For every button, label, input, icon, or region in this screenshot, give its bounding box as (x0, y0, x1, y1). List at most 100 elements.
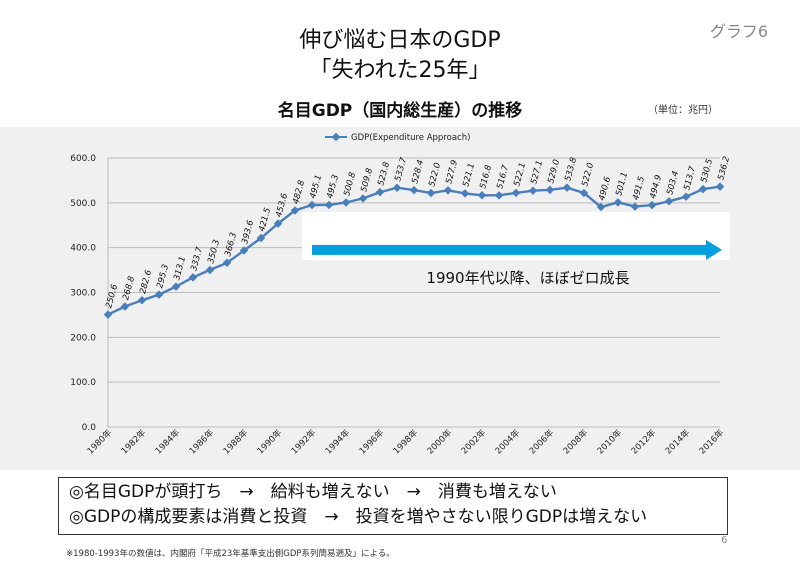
data-point (222, 258, 232, 268)
summary-box: ◎名目GDPが頭打ち → 給料も増えない → 消費も増えない ◎GDPの構成要素… (58, 477, 728, 535)
growth-annotation: 1990年代以降、ほぼゼロ成長 (312, 239, 722, 287)
data-point (545, 185, 555, 195)
x-tick-label: 1984年 (153, 427, 182, 456)
data-label: 522.0 (580, 162, 596, 188)
data-label: 350.3 (206, 239, 222, 265)
x-tick-label: 2014年 (663, 427, 692, 456)
page-title-line1: 伸び悩む日本のGDP (299, 28, 501, 53)
x-tick-label: 2008年 (561, 427, 590, 456)
y-tick-label: 400.0 (70, 244, 96, 254)
data-label: 516.8 (478, 163, 494, 190)
x-tick-label: 1992年 (289, 427, 318, 456)
x-tick-label: 1988年 (221, 427, 250, 456)
x-tick-label: 1990年 (255, 427, 284, 456)
data-point (392, 183, 402, 192)
data-point (426, 188, 436, 198)
data-label: 393.6 (240, 219, 256, 246)
y-tick-label: 200.0 (70, 333, 96, 343)
data-point (307, 200, 317, 210)
page-number: 6 (721, 535, 728, 546)
data-point (358, 194, 368, 203)
data-point (409, 185, 419, 195)
annotation-arrow-shaft (312, 244, 708, 255)
data-label: 522.0 (427, 162, 443, 188)
data-label: 503.4 (665, 170, 681, 196)
data-point (698, 184, 708, 194)
data-label: 366.3 (223, 231, 239, 257)
data-label: 495.1 (308, 174, 324, 200)
data-point (664, 197, 674, 206)
x-tick-label: 1982年 (119, 427, 148, 456)
data-point (460, 189, 470, 198)
x-tick-label: 2004年 (493, 427, 522, 456)
data-label: 500.8 (342, 171, 358, 198)
data-point (290, 206, 300, 215)
data-label: 536.2 (716, 155, 732, 181)
data-point (494, 191, 504, 200)
y-tick-label: 500.0 (70, 199, 96, 209)
data-label: 509.8 (359, 167, 375, 194)
data-point (613, 198, 623, 207)
chart-background (0, 127, 800, 470)
footnote: ※1980-1993年の数値は、内閣府「平成23年基準支出側GDP系列簡易遡及」… (66, 549, 395, 559)
data-label: 491.5 (631, 175, 647, 201)
data-label: 268.8 (121, 275, 137, 302)
data-label: 494.9 (648, 174, 664, 200)
chart-subtitle: 名目GDP（国内総生産）の推移 (277, 101, 523, 121)
data-label: 482.8 (291, 179, 307, 206)
data-label: 530.5 (699, 158, 715, 184)
data-point (341, 198, 351, 207)
data-point (188, 273, 198, 282)
x-axis: 1980年 1982年 1984年 1986年 1988年 1990年 1992年 1994年… (85, 427, 726, 456)
data-label: 522.1 (512, 162, 528, 188)
y-tick-label: 0.0 (82, 423, 97, 433)
data-label: 533.7 (393, 156, 409, 183)
data-point (273, 219, 283, 228)
data-label: 513.7 (682, 165, 698, 192)
x-tick-label: 2006年 (527, 427, 556, 456)
data-point (630, 202, 640, 211)
data-point (239, 246, 249, 255)
data-point (511, 188, 521, 198)
data-label: 250.6 (104, 283, 120, 310)
data-point (443, 186, 453, 195)
gdp-line-chart: 0.0 100.0 200.0 300.0 400.0 500.0 600.0 1980年 1… (70, 132, 732, 456)
data-label: 533.8 (563, 156, 579, 183)
summary-line-2: ◎GDPの構成要素は消費と投資 → 投資を増やさない限りGDPは増えない (69, 507, 648, 527)
data-label: 523.8 (376, 160, 392, 187)
legend-marker (331, 132, 341, 142)
data-label: 295.3 (155, 263, 171, 289)
annotation-arrow-head (706, 239, 722, 260)
data-label: 516.7 (495, 163, 511, 190)
data-point (256, 233, 266, 243)
data-point (375, 187, 385, 197)
x-tick-label: 2000年 (425, 427, 454, 456)
unit-label: （単位：兆円） (648, 105, 718, 116)
y-tick-label: 100.0 (70, 378, 96, 388)
data-label: 333.7 (189, 246, 205, 273)
x-tick-label: 2012年 (629, 427, 658, 456)
data-label: 495.3 (325, 174, 341, 200)
data-point (154, 290, 164, 299)
data-point (120, 302, 130, 311)
y-tick-label: 300.0 (70, 289, 96, 299)
gridlines (107, 157, 720, 428)
data-label: 527.9 (444, 159, 460, 185)
data-label: 282.6 (138, 268, 154, 295)
x-tick-label: 1996年 (357, 427, 386, 456)
data-label: 529.0 (546, 159, 562, 185)
data-point (681, 192, 691, 201)
data-point (528, 186, 538, 195)
data-point (647, 200, 657, 210)
annotation-text: 1990年代以降、ほぼゼロ成長 (426, 269, 629, 287)
data-label: 527.1 (529, 159, 545, 185)
legend: GDP(Expenditure Approach) (325, 132, 470, 143)
data-point (205, 265, 215, 275)
x-tick-label: 2002年 (459, 427, 488, 456)
legend-label: GDP(Expenditure Approach) (351, 133, 470, 143)
data-point (137, 296, 147, 305)
data-label: 313.1 (172, 255, 188, 281)
x-tick-label: 1994年 (323, 427, 352, 456)
x-tick-label: 1986年 (187, 427, 216, 456)
x-tick-label: 2016年 (697, 427, 726, 456)
